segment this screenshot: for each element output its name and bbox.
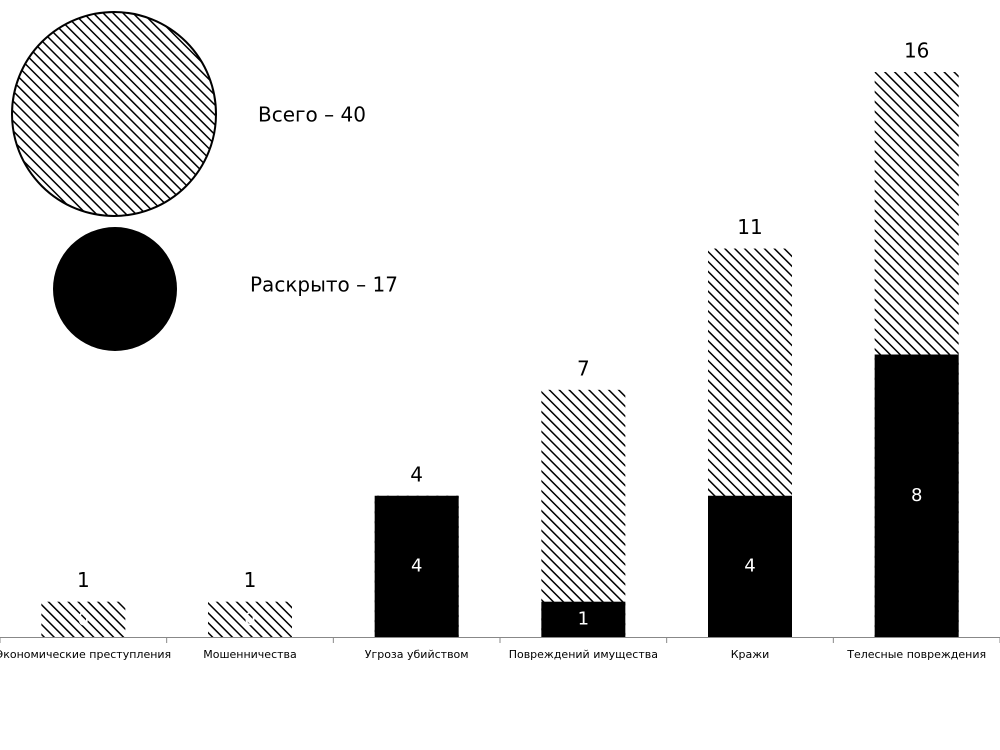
- value-label: 8: [911, 485, 922, 506]
- value-label: 0: [244, 609, 255, 630]
- x-tick-label: Угроза убийством: [365, 648, 469, 661]
- bar: [374, 495, 459, 637]
- value-label: 7: [577, 356, 590, 380]
- value-label: 11: [737, 215, 762, 239]
- bar: [541, 601, 626, 637]
- legend-label: Раскрыто – 17: [250, 273, 398, 297]
- value-label: 4: [410, 462, 423, 486]
- bar: [41, 601, 126, 637]
- x-tick-label: Мошенничества: [203, 648, 297, 661]
- value-label: 16: [904, 39, 929, 63]
- x-tick-label: Кражи: [731, 648, 770, 661]
- bar: [708, 495, 792, 637]
- x-tick-label: Повреждений имущества: [509, 648, 658, 661]
- x-tick-label: Экономические преступления: [0, 648, 171, 661]
- value-label: 0: [78, 609, 89, 630]
- legend-label: Всего – 40: [258, 103, 366, 127]
- value-label: 4: [411, 555, 422, 576]
- bar: [208, 601, 292, 637]
- value-label: 4: [744, 555, 755, 576]
- legend-swatch: [53, 227, 177, 351]
- value-label: 1: [244, 568, 257, 592]
- legend-swatch: [11, 11, 217, 217]
- bar: [874, 354, 959, 637]
- bar: [541, 389, 626, 637]
- x-tick-label: Телесные повреждения: [846, 648, 986, 661]
- value-label: 1: [77, 568, 90, 592]
- value-label: 1: [578, 608, 589, 629]
